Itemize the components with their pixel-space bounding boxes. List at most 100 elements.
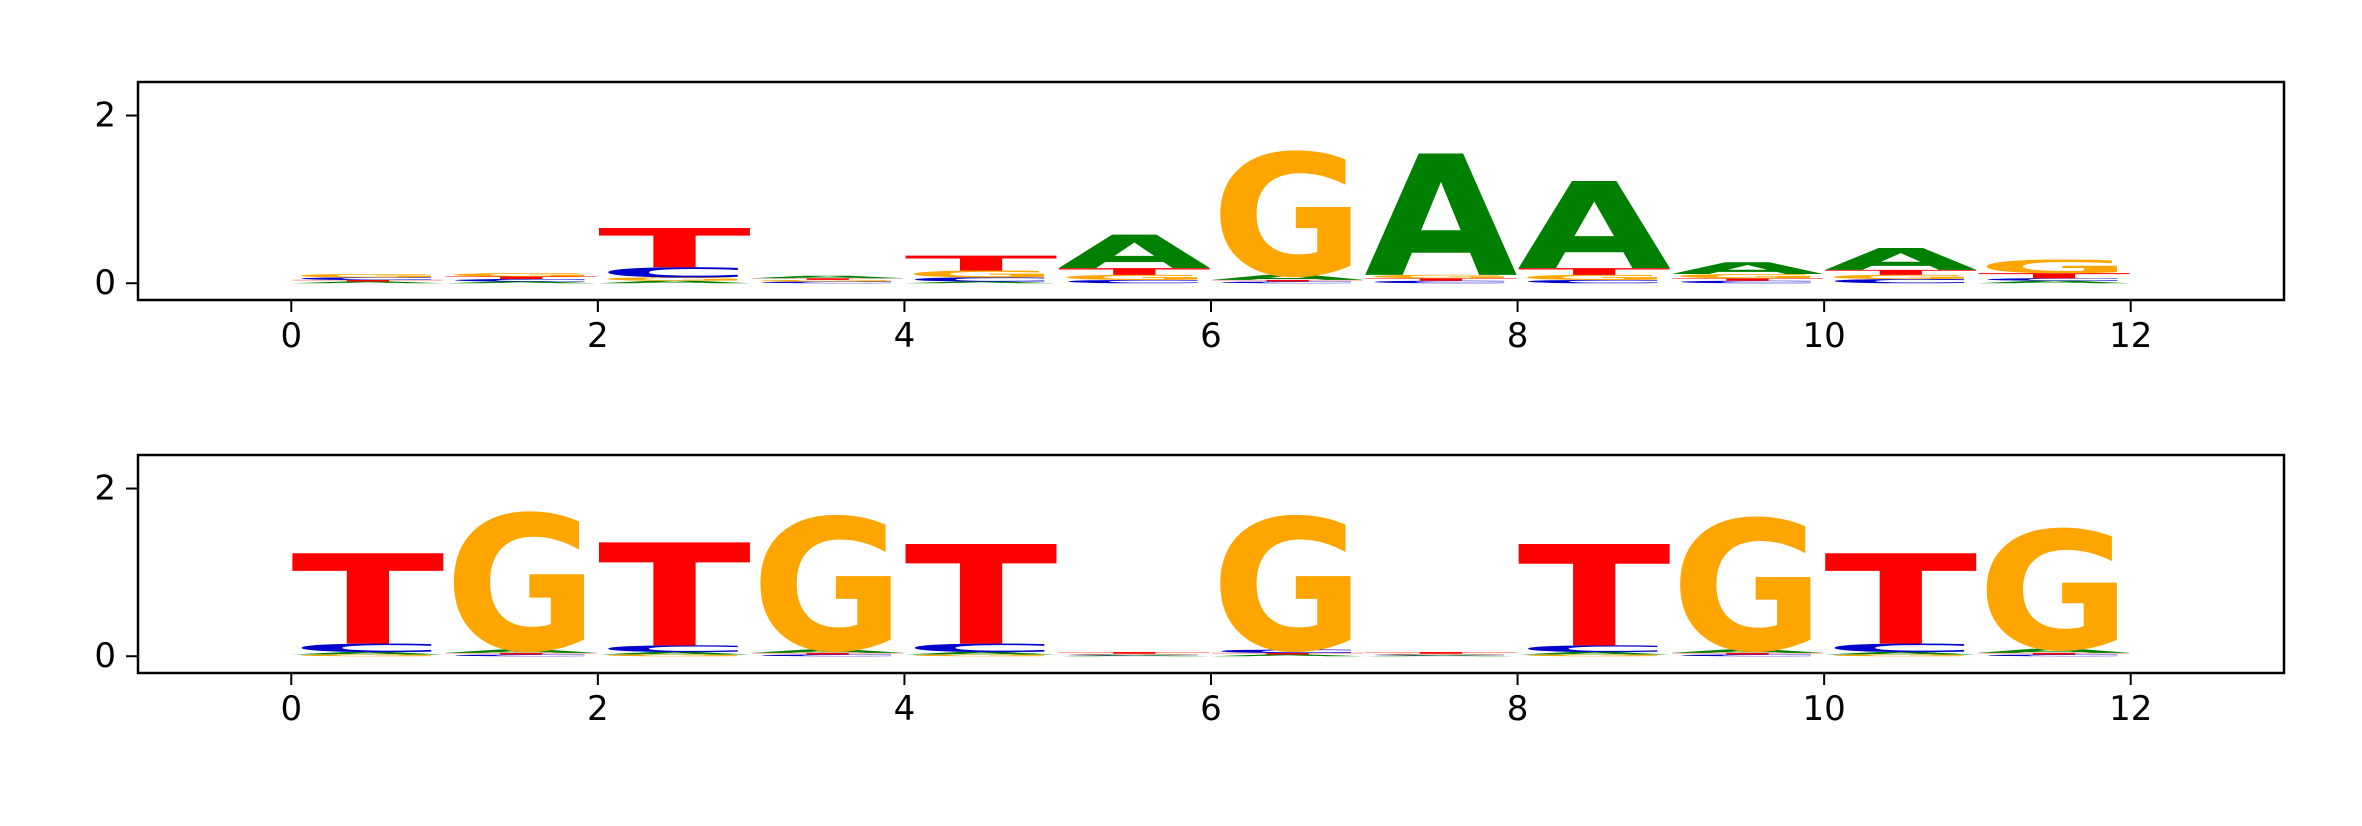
letter-t: T — [904, 251, 1057, 275]
letter-g: G — [445, 477, 598, 694]
letter-t: T — [1058, 266, 1211, 277]
letter-t: T — [445, 652, 598, 655]
x-tick-label: 12 — [2109, 316, 2152, 356]
y-tick-label: 0 — [94, 636, 116, 676]
x-tick-label: 4 — [894, 689, 916, 729]
letter-c: C — [1211, 281, 1364, 284]
letter-t: T — [1364, 652, 1517, 655]
letter-a: A — [1671, 259, 1825, 278]
x-tick-label: 10 — [1803, 316, 1846, 356]
letter-g: G — [1977, 256, 2130, 277]
x-tick-label: 8 — [1507, 689, 1529, 729]
letter-c: C — [1977, 278, 2130, 282]
letter-g: G — [1671, 484, 1824, 693]
letter-t: T — [751, 652, 904, 655]
letter-g: G — [291, 654, 444, 657]
letter-c: C — [291, 641, 444, 654]
letter-c: C — [1824, 278, 1977, 285]
letter-t: T — [1671, 652, 1824, 655]
letter-g: G — [1058, 653, 1211, 654]
letter-t: T — [1518, 266, 1671, 277]
letter-a: A — [1518, 157, 1671, 297]
letter-a: A — [751, 649, 904, 654]
letter-c: C — [1058, 279, 1211, 284]
letter-a: A — [1211, 654, 1364, 657]
letter-g: G — [1364, 653, 1517, 654]
x-tick-label: 0 — [280, 316, 302, 356]
letter-g: G — [1211, 119, 1364, 315]
letter-t: T — [1058, 652, 1211, 655]
letter-c: C — [1364, 654, 1517, 655]
letter-g: G — [598, 654, 751, 657]
letter-a: A — [1824, 651, 1977, 655]
letter-a: A — [904, 651, 1057, 655]
letter-a: A — [1671, 649, 1824, 654]
letter-a: A — [904, 281, 1057, 284]
x-axis-bottom: 0 2 4 6 8 10 12 — [280, 673, 2152, 729]
x-tick-label: 2 — [587, 689, 609, 729]
letter-a: A — [1058, 226, 1211, 279]
letter-c: C — [1211, 649, 1364, 654]
letter-a: A — [1977, 280, 2130, 284]
y-tick-label: 2 — [94, 469, 116, 509]
letter-c: C — [904, 641, 1057, 654]
letter-g: G — [1824, 274, 1977, 281]
letter-g: G — [1211, 482, 1364, 693]
x-tick-label: 4 — [894, 316, 916, 356]
letter-t: T — [1211, 652, 1364, 655]
letter-t: T — [1211, 279, 1364, 282]
letter-t: T — [1824, 268, 1977, 276]
letter-a: A — [598, 280, 751, 284]
letter-a: A — [1211, 274, 1364, 282]
letter-g: G — [1518, 274, 1671, 282]
letter-g: G — [904, 654, 1057, 657]
letter-c: C — [598, 265, 751, 281]
letter-g: G — [1671, 273, 1824, 280]
x-axis-top: 0 2 4 6 8 10 12 — [280, 300, 2152, 356]
letter-g: G — [1518, 654, 1671, 657]
letter-c: C — [445, 278, 598, 282]
letter-g: G — [445, 272, 598, 277]
letter-a: A — [291, 651, 444, 655]
letter-a: A — [1977, 648, 2130, 655]
letter-c: C — [291, 277, 444, 281]
letter-g: G — [1977, 498, 2130, 688]
letter-a: A — [598, 651, 751, 655]
letter-g: G — [904, 269, 1057, 280]
letter-c: C — [751, 281, 904, 284]
x-tick-label: 6 — [1200, 316, 1222, 356]
letter-a: A — [1518, 651, 1671, 655]
letter-c: C — [904, 276, 1057, 283]
y-tick-label: 0 — [94, 263, 116, 303]
letter-a: A — [1824, 242, 1977, 277]
letter-t: T — [904, 517, 1057, 676]
letter-c: C — [1518, 279, 1671, 284]
x-tick-label: 10 — [1803, 689, 1846, 729]
letter-t: T — [751, 278, 904, 281]
letter-a: A — [751, 275, 904, 279]
x-tick-label: 6 — [1200, 689, 1222, 729]
letter-a: A — [291, 281, 444, 284]
x-tick-label: 2 — [587, 316, 609, 356]
letter-t: T — [1518, 517, 1671, 678]
letter-t: T — [291, 529, 444, 673]
letter-a: A — [1364, 121, 1517, 315]
letter-a: A — [445, 649, 598, 654]
letter-c: C — [1977, 654, 2130, 657]
letter-a: A — [1058, 655, 1211, 656]
letter-t: T — [1977, 272, 2130, 280]
y-axis-bottom: 0 2 — [94, 469, 138, 676]
letter-g: G — [751, 279, 904, 282]
letter-c: C — [751, 654, 904, 657]
letter-t: T — [291, 279, 444, 282]
letter-g: G — [1364, 274, 1517, 279]
letter-g: G — [1058, 274, 1211, 282]
letter-t: T — [445, 276, 598, 280]
letter-c: C — [445, 654, 598, 657]
letter-g: G — [291, 273, 444, 278]
